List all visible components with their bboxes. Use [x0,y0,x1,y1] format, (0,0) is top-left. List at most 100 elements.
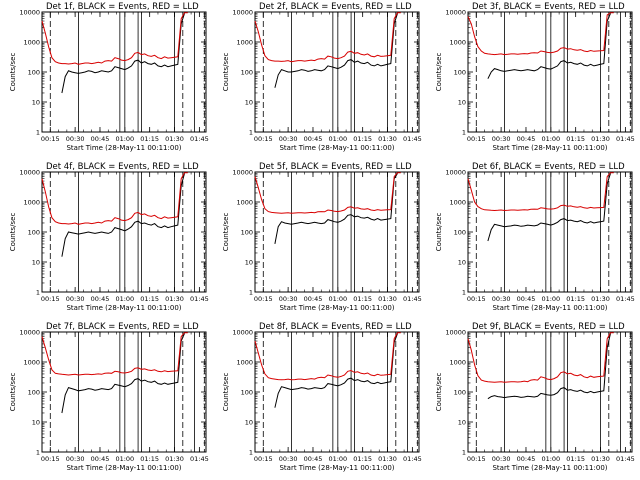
y-axis-label: Counts/sec [9,213,17,252]
y-tick-label: 10000 [445,329,466,337]
panel-title: Det 8f, BLACK = Events, RED = LLD [259,322,412,332]
y-axis-label: Counts/sec [9,53,17,92]
lld-series-line [467,12,614,56]
y-tick-label: 10000 [19,169,40,177]
plot-frame [467,171,633,293]
x-tick-label: 00:15 [254,455,273,463]
x-tick-label: 00:45 [517,295,536,303]
y-tick-label: 1000 [449,199,466,207]
y-axis-label: Counts/sec [435,53,443,92]
y-tick-label: 1 [462,449,466,457]
y-tick-label: 100 [454,69,466,77]
y-tick-label: 1000 [236,199,253,207]
x-tick-label: 01:15 [140,135,159,143]
x-axis-label: Start Time (28-May-11 00:11:00) [492,144,607,152]
y-tick-label: 1000 [23,199,40,207]
x-tick-label: 00:15 [41,455,60,463]
x-tick-label: 01:30 [165,455,184,463]
lld-series-line [41,12,188,65]
detector-panel-9: Det 9f, BLACK = Events, RED = LLD 1 10 100 1… [435,322,635,472]
detector-panel-4: Det 4f, BLACK = Events, RED = LLD 1 10 100 1… [9,162,209,312]
x-tick-label: 01:00 [328,135,347,143]
y-tick-label: 10000 [232,329,253,337]
events-series-line [274,173,398,244]
events-series-line [61,333,185,414]
y-tick-label: 1000 [236,39,253,47]
detector-panel-1: Det 1f, BLACK = Events, RED = LLD 1 10 100 1… [9,2,209,152]
events-series-line [487,173,611,242]
x-tick-label: 00:15 [254,135,273,143]
y-tick-label: 100 [241,389,253,397]
detector-panel-3: Det 3f, BLACK = Events, RED = LLD 1 10 100 1… [435,2,635,152]
y-tick-label: 10 [32,419,40,427]
y-tick-label: 10000 [19,329,40,337]
x-tick-label: 01:30 [591,135,610,143]
x-tick-label: 01:00 [115,295,134,303]
panel-title: Det 2f, BLACK = Events, RED = LLD [259,2,412,12]
x-axis-label: Start Time (28-May-11 00:11:00) [279,464,394,472]
y-axis-label: Counts/sec [9,373,17,412]
y-tick-label: 1 [249,129,253,137]
y-tick-label: 1 [462,129,466,137]
y-axis-label: Counts/sec [435,373,443,412]
events-series-line [274,333,398,408]
x-tick-label: 00:30 [279,295,298,303]
y-tick-label: 1000 [449,359,466,367]
x-tick-label: 00:30 [492,455,511,463]
lld-series-line [467,172,614,212]
panel-title: Det 5f, BLACK = Events, RED = LLD [259,162,412,172]
detector-panel-7: Det 7f, BLACK = Events, RED = LLD 1 10 100 1… [9,322,209,472]
x-tick-label: 01:15 [566,135,585,143]
x-tick-label: 00:15 [41,295,60,303]
x-tick-label: 00:45 [304,135,323,143]
y-tick-label: 100 [28,229,40,237]
y-tick-label: 10 [458,259,466,267]
x-tick-label: 01:45 [190,135,209,143]
y-tick-label: 10 [458,99,466,107]
x-tick-label: 01:30 [165,295,184,303]
x-tick-label: 00:15 [254,295,273,303]
panel-title: Det 7f, BLACK = Events, RED = LLD [46,322,199,332]
x-tick-label: 01:45 [403,135,422,143]
plot-frame [467,11,633,133]
x-tick-label: 00:45 [517,455,536,463]
x-tick-label: 00:45 [304,455,323,463]
x-tick-label: 01:15 [353,295,372,303]
y-tick-label: 100 [454,229,466,237]
y-tick-label: 1 [36,449,40,457]
y-tick-label: 100 [241,69,253,77]
y-tick-label: 10000 [232,9,253,17]
x-axis-label: Start Time (28-May-11 00:11:00) [66,464,181,472]
y-axis-label: Counts/sec [435,213,443,252]
events-series-line [487,333,611,400]
y-tick-label: 1000 [236,359,253,367]
lld-series-line [254,12,401,63]
x-axis-label: Start Time (28-May-11 00:11:00) [66,144,181,152]
x-tick-label: 01:45 [190,295,209,303]
x-tick-label: 01:30 [378,295,397,303]
x-tick-label: 00:30 [66,135,85,143]
x-tick-label: 00:45 [91,455,110,463]
x-tick-label: 00:30 [492,295,511,303]
lld-series-line [41,332,188,376]
plot-frame [41,11,207,133]
x-tick-label: 00:30 [492,135,511,143]
lld-series-line [467,332,614,383]
panel-title: Det 3f, BLACK = Events, RED = LLD [472,2,625,12]
x-tick-label: 01:00 [541,135,560,143]
y-tick-label: 10000 [445,9,466,17]
x-tick-label: 01:00 [328,295,347,303]
x-tick-label: 01:15 [566,295,585,303]
x-tick-label: 01:15 [566,455,585,463]
x-tick-label: 01:45 [616,135,635,143]
x-tick-label: 01:15 [353,135,372,143]
x-tick-label: 01:00 [115,455,134,463]
y-tick-label: 100 [454,389,466,397]
x-tick-label: 00:15 [41,135,60,143]
panel-title: Det 9f, BLACK = Events, RED = LLD [472,322,625,332]
x-tick-label: 01:15 [353,455,372,463]
x-axis-label: Start Time (28-May-11 00:11:00) [279,144,394,152]
detector-panel-8: Det 8f, BLACK = Events, RED = LLD 1 10 100 1… [222,322,422,472]
detector-panel-2: Det 2f, BLACK = Events, RED = LLD 1 10 100 1… [222,2,422,152]
